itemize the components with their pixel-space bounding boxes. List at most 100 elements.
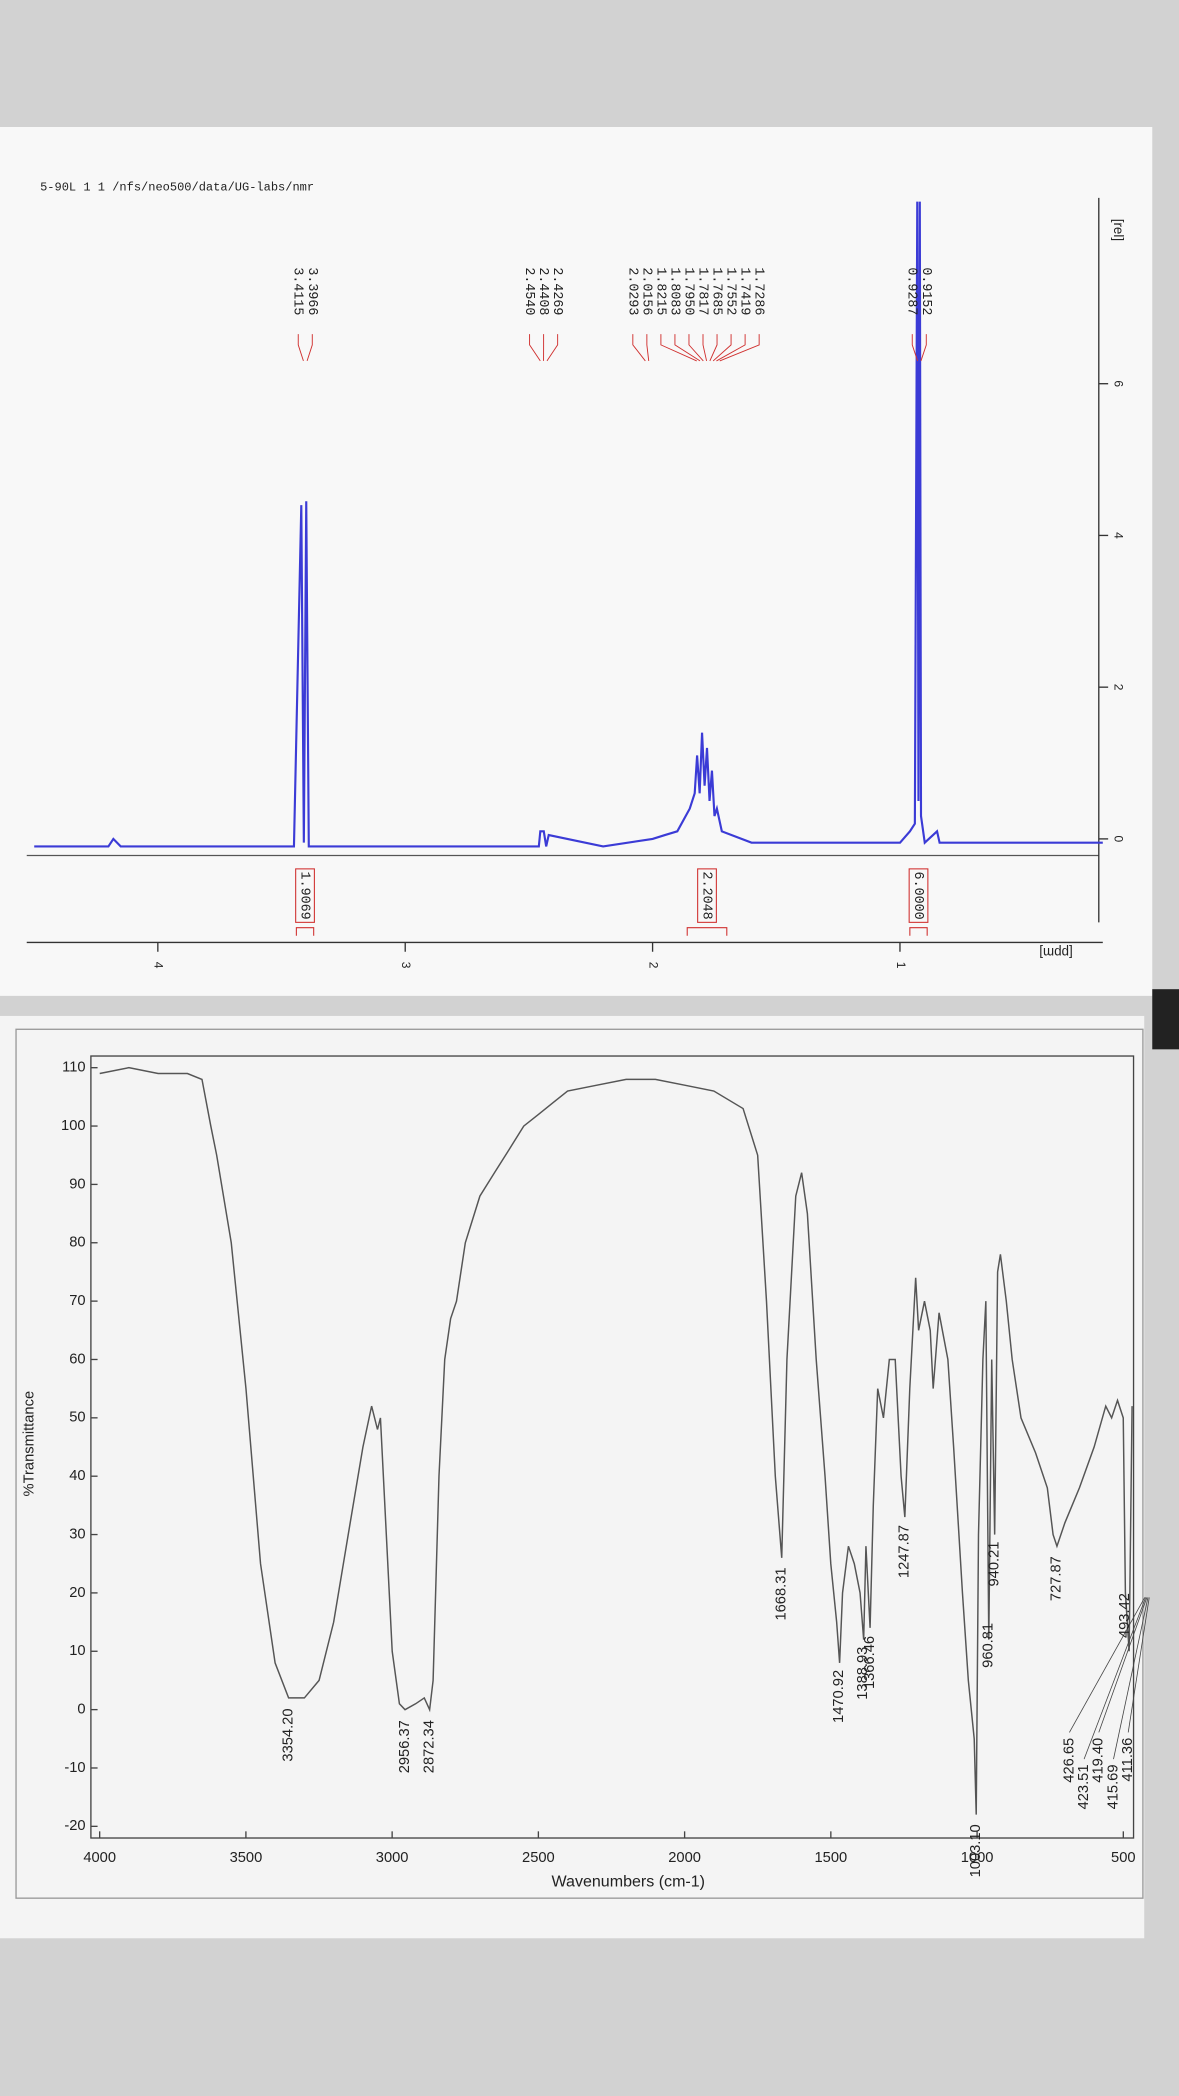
peak-leader xyxy=(1069,1597,1146,1733)
peak-label: 1.7950 xyxy=(680,267,695,315)
peak-label: 1.7817 xyxy=(694,267,709,315)
integral-bracket xyxy=(909,927,928,936)
y-tick-label: 100 xyxy=(61,1118,86,1134)
peak-leader xyxy=(1083,1597,1147,1760)
peak-label: 419.40 xyxy=(1091,1738,1107,1783)
y-tick-label: 110 xyxy=(62,1060,85,1076)
y-tick-label: 4 xyxy=(1111,532,1125,539)
peak-label: 2.0293 xyxy=(624,267,639,315)
peak-label: 1.7552 xyxy=(723,267,738,315)
peak-leader xyxy=(674,334,701,362)
ir-frame-outer xyxy=(15,1028,1144,1899)
screen-edge xyxy=(1152,989,1179,1050)
y-tick-label: 0 xyxy=(77,1702,85,1718)
peak-leader xyxy=(920,334,927,362)
integral-bracket xyxy=(686,927,728,936)
peak-leader xyxy=(306,334,313,362)
x-tick-label: 3 xyxy=(399,962,413,969)
peak-label: 1003.10 xyxy=(968,1824,984,1877)
y-tick-label: 10 xyxy=(69,1643,85,1659)
peak-label: 423.51 xyxy=(1076,1764,1092,1809)
peak-label: 415.69 xyxy=(1105,1764,1121,1809)
peak-label: 1388.93 xyxy=(855,1647,871,1700)
x-tick-label: 1500 xyxy=(815,1850,848,1866)
y-tick-label: 0 xyxy=(1111,836,1125,843)
peak-leader xyxy=(1127,1597,1150,1733)
integral-label: 1.9069 xyxy=(296,872,311,920)
integral-box xyxy=(295,868,315,923)
y-tick-label: 20 xyxy=(69,1585,85,1601)
peak-label: 3.3966 xyxy=(304,267,319,315)
peak-label: 426.65 xyxy=(1061,1738,1077,1783)
x-tick-label: 2 xyxy=(646,962,660,969)
x-tick-label: 4 xyxy=(152,962,166,969)
peak-label: 960.81 xyxy=(980,1623,996,1668)
x-tick-label: 3500 xyxy=(230,1850,263,1866)
peak-label: 0.9152 xyxy=(918,267,933,315)
x-tick-label: 1 xyxy=(894,962,908,969)
peak-label: 0.9287 xyxy=(904,267,919,315)
peak-label: 2.4269 xyxy=(549,267,564,315)
y-tick-label: 30 xyxy=(69,1526,85,1542)
y-tick-label: 90 xyxy=(69,1176,85,1192)
peak-label: 3.4115 xyxy=(290,267,305,315)
y-axis-label: [rel] xyxy=(1111,219,1126,241)
peak-label: 1.7419 xyxy=(737,267,752,315)
peak-leader xyxy=(632,334,646,362)
y-tick-label: 40 xyxy=(69,1468,85,1484)
peak-label: 1.8215 xyxy=(652,267,667,315)
peak-label: 2956.37 xyxy=(397,1720,413,1773)
peak-leader xyxy=(646,334,650,361)
x-tick-label: 1000 xyxy=(961,1850,994,1866)
peak-leader xyxy=(546,334,559,362)
peak-leader xyxy=(719,334,760,362)
peak-leader xyxy=(660,334,697,362)
peak-leader xyxy=(716,334,746,362)
integral-label: 2.2048 xyxy=(698,872,713,920)
x-tick-label: 3000 xyxy=(376,1850,409,1866)
peak-label: 1470.92 xyxy=(831,1670,847,1723)
peak-leader xyxy=(529,334,541,362)
peak-label: 940.21 xyxy=(986,1542,1002,1587)
peak-label: 1.7685 xyxy=(709,267,724,315)
peak-label: 2.0156 xyxy=(638,267,653,315)
peak-leader xyxy=(1098,1597,1148,1733)
x-tick-label: 2000 xyxy=(668,1850,701,1866)
peak-leader xyxy=(712,334,732,362)
y-tick-label: 50 xyxy=(69,1410,85,1426)
x-axis-label: [ppm] xyxy=(1039,945,1072,960)
peak-leader xyxy=(688,334,704,362)
peak-label: 1.8083 xyxy=(666,267,681,315)
x-tick-label: 2500 xyxy=(522,1850,555,1866)
spectrum-line xyxy=(34,201,1103,848)
y-tick-label: -20 xyxy=(64,1818,85,1834)
x-tick-label: 4000 xyxy=(83,1850,116,1866)
spectrum-line xyxy=(99,1066,1133,1815)
ir-panel xyxy=(0,1015,1145,1939)
x-axis-label: Wavenumbers (cm-1) xyxy=(552,1872,706,1890)
peak-label: 727.87 xyxy=(1049,1556,1065,1601)
peak-leader xyxy=(297,334,304,362)
integral-box xyxy=(908,868,929,923)
peak-label: 1247.87 xyxy=(896,1525,912,1578)
y-tick-label: 80 xyxy=(69,1235,85,1251)
peak-label: 2.4540 xyxy=(521,267,536,315)
peak-label: 2872.34 xyxy=(421,1720,437,1773)
y-tick-label: -10 xyxy=(64,1760,85,1776)
peak-label: 1668.31 xyxy=(774,1567,790,1620)
peak-label: 1.7286 xyxy=(751,267,766,315)
x-tick-label: 500 xyxy=(1111,1850,1136,1866)
y-axis-label: %Transmittance xyxy=(21,1391,37,1497)
ir-frame xyxy=(90,1055,1135,1839)
nmr-panel xyxy=(0,126,1153,996)
peak-label: 2.4408 xyxy=(535,267,550,315)
peak-leader xyxy=(709,334,718,362)
y-tick-label: 2 xyxy=(1111,684,1125,691)
peak-label: 1366.46 xyxy=(862,1636,878,1689)
integral-bracket xyxy=(295,927,315,936)
peak-leader xyxy=(1113,1597,1149,1760)
integral-label: 6.0000 xyxy=(910,872,925,920)
peak-leader xyxy=(702,334,708,362)
